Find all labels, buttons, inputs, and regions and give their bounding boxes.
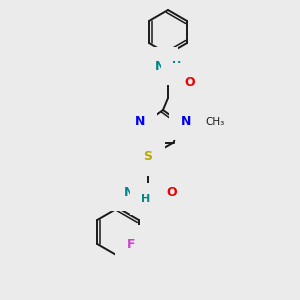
Text: N: N xyxy=(154,59,165,73)
Text: N: N xyxy=(124,185,134,199)
Text: N: N xyxy=(134,115,145,128)
Text: CH₃: CH₃ xyxy=(205,117,224,128)
Text: F: F xyxy=(127,238,136,250)
Text: N: N xyxy=(181,115,191,128)
Text: H: H xyxy=(141,194,150,204)
Text: N: N xyxy=(141,137,152,150)
Text: H: H xyxy=(172,61,181,71)
Text: O: O xyxy=(167,185,177,199)
Text: O: O xyxy=(185,76,195,88)
Text: S: S xyxy=(143,151,152,164)
